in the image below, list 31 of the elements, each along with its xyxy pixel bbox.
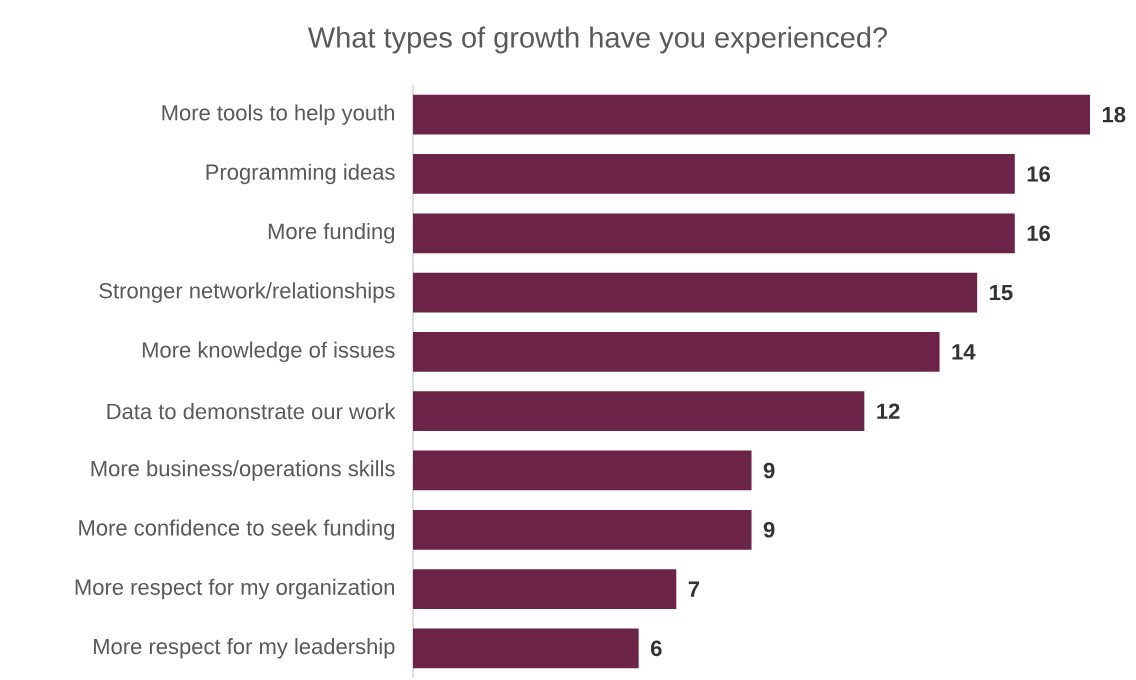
data-label: 7 (688, 581, 700, 597)
y-tick-label: More knowledge of issues (142, 341, 395, 363)
y-tick-label: More respect for my leadership (94, 638, 395, 659)
data-label: 16 (1027, 166, 1050, 182)
y-tick-label: More funding (268, 223, 395, 244)
data-label: 9 (763, 462, 775, 479)
bar (413, 272, 978, 313)
bar (413, 154, 1015, 194)
bar (413, 213, 1015, 254)
bar (413, 509, 752, 550)
y-tick-label: More business/operations skills (91, 460, 395, 481)
data-label: 12 (877, 403, 900, 419)
data-label: 6 (651, 640, 662, 657)
data-label: 18 (1102, 106, 1126, 123)
data-label: 15 (990, 284, 1013, 301)
y-tick-label: Programming ideas (206, 163, 395, 185)
data-label: 14 (952, 344, 976, 360)
chart-title: What types of growth have you experienced? (307, 26, 888, 54)
y-tick-label: Data to demonstrate our work (107, 403, 396, 420)
bar (413, 569, 677, 609)
bar (413, 94, 1091, 135)
data-label: 9 (763, 521, 775, 538)
bar (413, 628, 639, 669)
bar (413, 450, 752, 491)
y-tick-label: More respect for my organization (75, 578, 395, 600)
bar (413, 391, 865, 432)
bar (413, 331, 940, 372)
y-tick-label: More tools to help youth (162, 104, 395, 125)
y-tick-label: More confidence to seek funding (79, 519, 394, 541)
data-label: 16 (1027, 225, 1050, 242)
y-tick-label: Stronger network/relationships (99, 282, 395, 303)
